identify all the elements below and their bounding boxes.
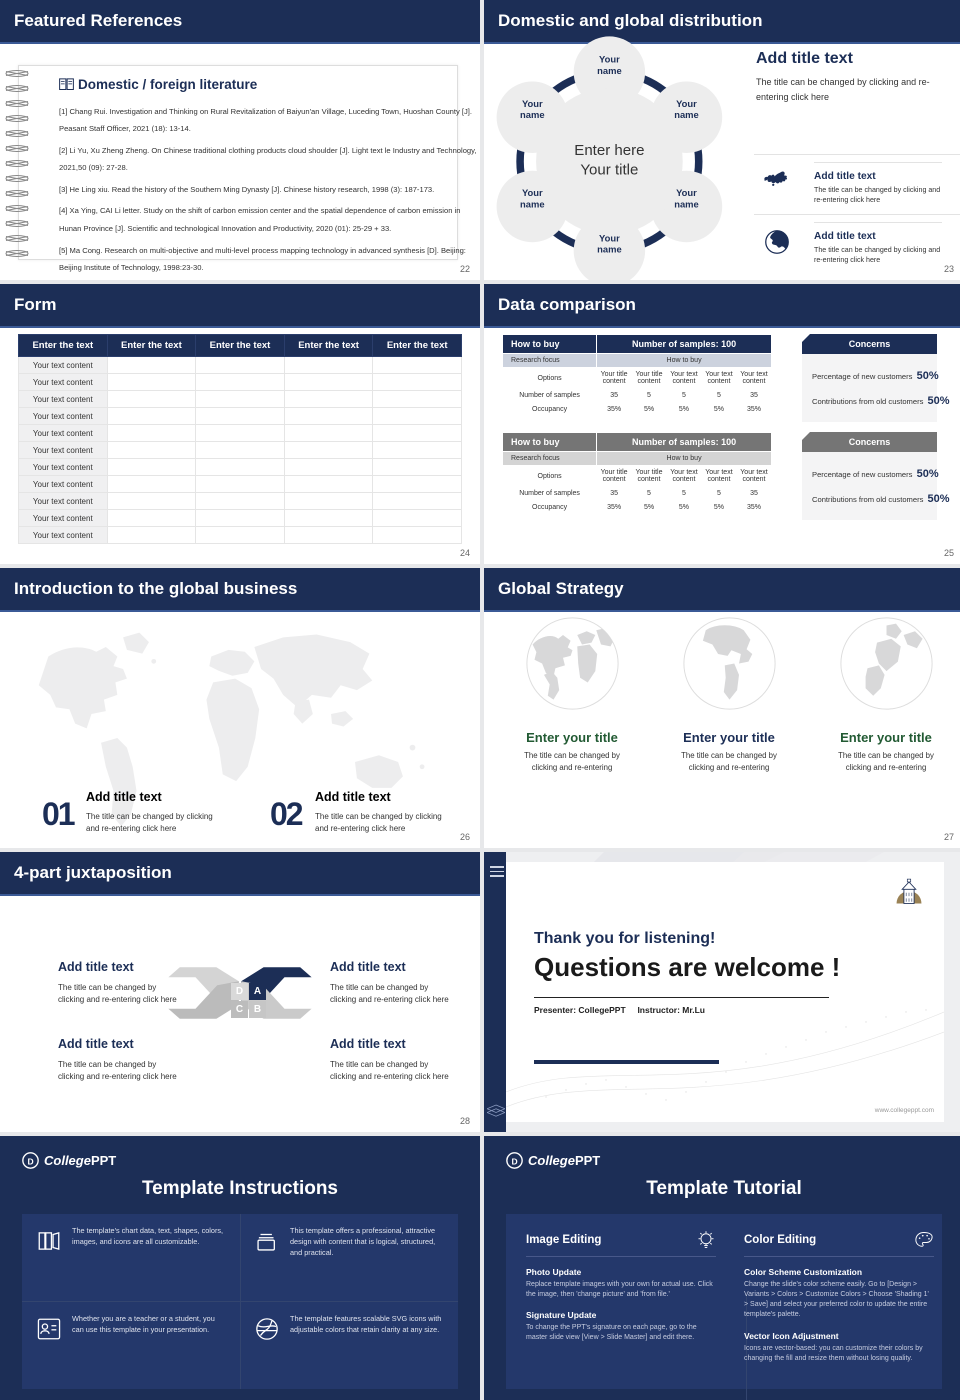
svg-text:D: D [512, 1156, 518, 1166]
svg-text:D: D [28, 1156, 34, 1166]
